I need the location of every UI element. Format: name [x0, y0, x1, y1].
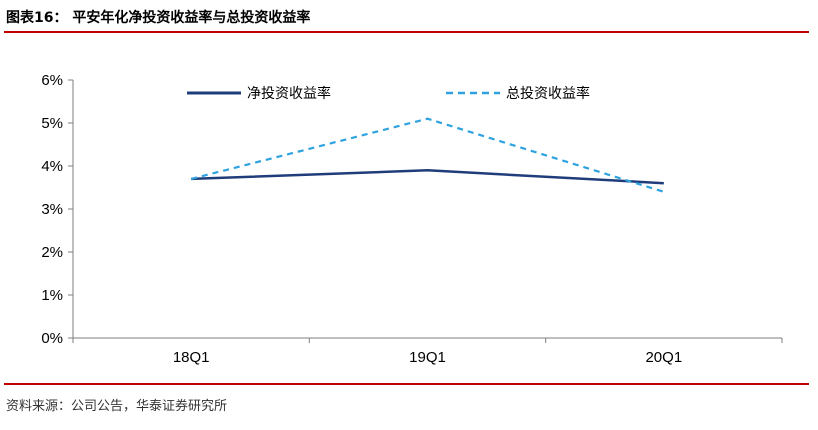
chart-legend: 净投资收益率 总投资收益率: [187, 85, 590, 102]
x-tick-label: 20Q1: [645, 349, 682, 366]
series-total-line: [190, 117, 665, 193]
chart-series: [190, 117, 665, 193]
y-tick-label: 1%: [41, 287, 63, 304]
bottom-divider: [4, 383, 809, 385]
x-tick-label: 18Q1: [173, 349, 210, 366]
chart-axes: 0% 1% 2% 3% 4% 5% 6% 18Q1 19Q1 20Q1: [41, 72, 783, 366]
x-tick-label: 19Q1: [409, 349, 446, 366]
y-tick-label: 0%: [41, 330, 63, 347]
legend-label: 总投资收益率: [506, 85, 590, 102]
figure-title: 图表16： 平安年化净投资收益率与总投资收益率: [6, 10, 311, 26]
y-tick-label: 3%: [41, 201, 63, 218]
y-tick-label: 2%: [41, 244, 63, 261]
y-tick-label: 6%: [41, 72, 63, 89]
y-tick-label: 4%: [41, 158, 63, 175]
source-note: 资料来源：公司公告，华泰证券研究所: [6, 399, 228, 414]
top-divider: [4, 31, 809, 33]
y-tick-label: 5%: [41, 115, 63, 132]
series-net-line: [191, 169, 664, 185]
legend-label: 净投资收益率: [247, 85, 331, 102]
